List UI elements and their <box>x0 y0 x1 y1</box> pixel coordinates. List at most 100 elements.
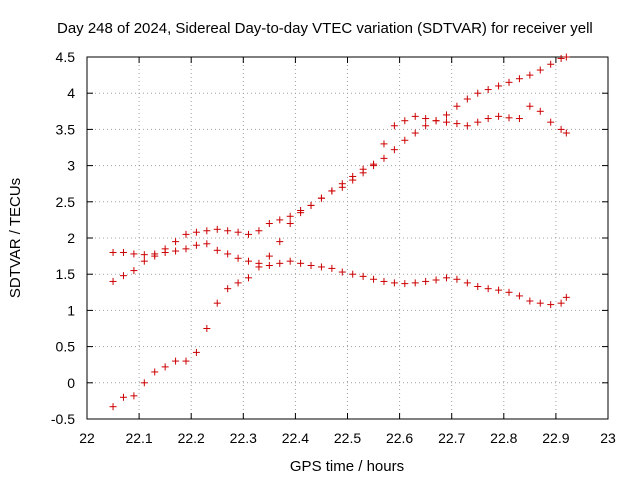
y-tick-label: 0 <box>67 375 75 391</box>
data-point <box>526 71 534 79</box>
data-point <box>182 230 190 238</box>
x-tick-label: 22.5 <box>334 430 361 446</box>
data-point <box>536 66 544 74</box>
data-point <box>192 348 200 356</box>
y-axis-label: SDTVAR / TECUs <box>7 178 24 298</box>
data-point <box>234 254 242 262</box>
data-point <box>213 299 221 307</box>
data-point <box>130 267 138 275</box>
x-tick-label: 22.9 <box>542 430 569 446</box>
x-tick-label: 22 <box>79 430 95 446</box>
data-point <box>557 299 565 307</box>
chart-title: Day 248 of 2024, Sidereal Day-to-day VTE… <box>57 20 593 37</box>
data-point <box>245 257 253 265</box>
data-point <box>484 86 492 94</box>
data-point <box>401 280 409 288</box>
data-point <box>245 274 253 282</box>
x-tick-label: 22.3 <box>230 430 257 446</box>
x-tick-label: 22.8 <box>490 430 517 446</box>
data-point <box>422 115 430 123</box>
data-point <box>474 283 482 291</box>
data-point <box>359 169 367 177</box>
data-point <box>557 125 565 133</box>
data-point <box>338 268 346 276</box>
data-point <box>536 299 544 307</box>
data-point <box>109 248 117 256</box>
data-point <box>359 272 367 280</box>
x-axis-label: GPS time / hours <box>290 458 404 475</box>
x-tick-label: 23 <box>600 430 616 446</box>
data-point <box>151 252 159 260</box>
data-point <box>140 257 148 265</box>
data-point <box>526 102 534 110</box>
data-point <box>140 379 148 387</box>
data-point <box>453 120 461 128</box>
data-point <box>411 112 419 120</box>
data-point <box>172 357 180 365</box>
data-point <box>370 275 378 283</box>
series-2-group <box>109 240 570 309</box>
data-point <box>562 293 570 301</box>
data-point <box>161 363 169 371</box>
data-point <box>224 227 232 235</box>
y-tick-label: -0.5 <box>51 411 75 427</box>
y-tick-label: 2 <box>67 230 75 246</box>
data-point <box>411 279 419 287</box>
data-point <box>515 292 523 300</box>
data-point <box>172 247 180 255</box>
data-point <box>130 250 138 258</box>
data-point <box>245 230 253 238</box>
data-point <box>515 115 523 123</box>
data-point <box>297 259 305 267</box>
data-point <box>317 263 325 271</box>
data-point <box>432 117 440 125</box>
data-point <box>505 78 513 86</box>
data-point <box>203 325 211 332</box>
data-point <box>484 285 492 293</box>
data-point <box>442 118 450 126</box>
y-tick-label: 1 <box>67 302 75 318</box>
y-tick-label: 3.5 <box>56 121 76 137</box>
data-point <box>140 251 148 259</box>
data-point <box>119 248 127 256</box>
x-tick-label: 22.1 <box>125 430 152 446</box>
data-point <box>422 122 430 130</box>
data-point <box>255 259 263 267</box>
series-1-group <box>109 53 570 411</box>
data-point <box>182 357 190 365</box>
data-point <box>286 212 294 220</box>
data-point <box>505 288 513 296</box>
data-point <box>328 187 336 195</box>
data-point <box>286 257 294 265</box>
data-point <box>234 279 242 287</box>
data-point <box>328 264 336 272</box>
data-point <box>390 146 398 154</box>
data-point <box>495 286 503 294</box>
grid <box>87 57 608 419</box>
data-point <box>203 240 211 248</box>
data-point <box>453 102 461 110</box>
series-3-group <box>109 102 570 285</box>
data-point <box>109 403 117 411</box>
data-point <box>547 118 555 126</box>
data-point <box>151 368 159 376</box>
data-point <box>453 275 461 283</box>
data-point <box>130 392 138 400</box>
data-point <box>505 114 513 122</box>
data-point <box>515 75 523 83</box>
data-point <box>495 112 503 120</box>
data-point <box>401 136 409 144</box>
data-point <box>161 245 169 253</box>
data-point <box>390 279 398 287</box>
data-point <box>265 262 273 270</box>
data-point <box>182 245 190 253</box>
data-point <box>547 60 555 68</box>
data-point <box>442 274 450 282</box>
data-point <box>265 220 273 228</box>
data-point <box>411 129 419 137</box>
data-point <box>463 122 471 130</box>
y-tick-label: 3 <box>67 158 75 174</box>
data-point <box>213 246 221 254</box>
x-tick-label: 22.7 <box>438 430 465 446</box>
